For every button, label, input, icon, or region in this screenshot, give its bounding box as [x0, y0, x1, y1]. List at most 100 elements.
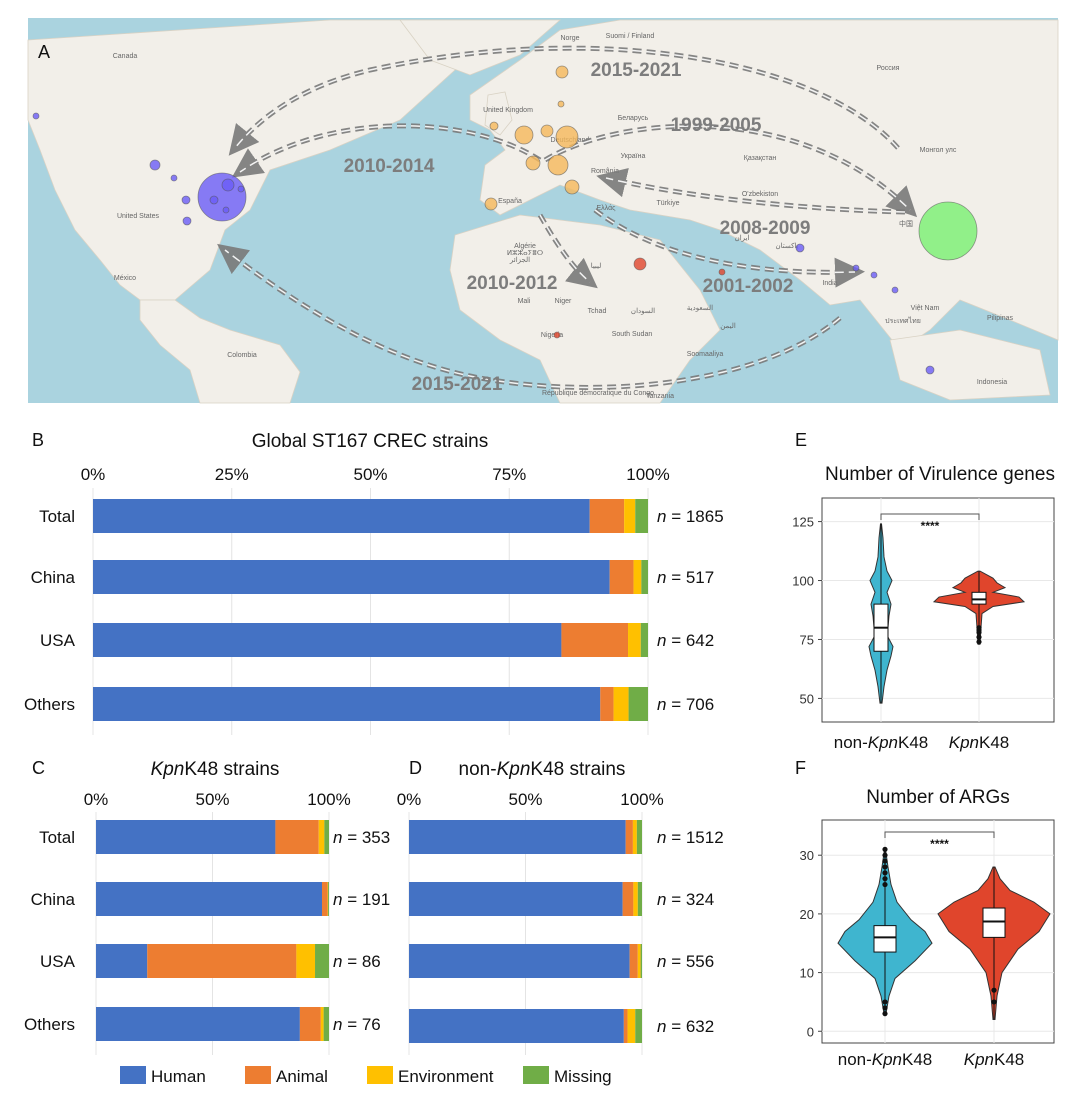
panel-c-bars-category-label: Others	[24, 1015, 75, 1034]
panel-b-bars-tick-label: 0%	[81, 465, 106, 484]
panel-b-bars-bar-total-missing	[635, 499, 648, 533]
panel-b: Global ST167 CREC strains 0% 25% 50% 75% 100…	[24, 431, 724, 735]
south-america-landmass	[139, 299, 301, 404]
panel-c-title-italic: Kpn	[151, 759, 185, 780]
panel-c-bars-n-label: n = 353	[333, 828, 390, 847]
place-label-l1: Canada	[113, 53, 138, 60]
map-panel: Canada United States México Colombia Norge Su…	[27, 18, 1059, 404]
circle-usa-small-8	[237, 185, 245, 193]
panel-d-bars-tick-label: 0%	[397, 790, 422, 809]
panel-f-plot-outlier-point	[882, 876, 888, 882]
panel-d-bars-n-label: n = 324	[657, 890, 714, 909]
panel-c-bars-n-value: = 191	[342, 890, 390, 909]
panel-f-plot-ytick-label: 10	[800, 966, 814, 981]
panel-b-bars-bar-others-environment	[613, 687, 629, 721]
panel-b-bars-n-value: = 1865	[666, 507, 723, 526]
place-label-l2: United States	[117, 213, 160, 220]
panel-b-bars-n-value: = 517	[666, 568, 714, 587]
panel-b-bars-category-label: Others	[24, 695, 75, 714]
legend-label-environment: Environment	[398, 1067, 494, 1086]
panel-f-plot-ytick-label: 30	[800, 848, 814, 863]
circle-germany-2	[555, 125, 579, 149]
panel-f-plot-outlier-point	[882, 852, 888, 858]
panel-b-bars-bar-usa-missing	[640, 623, 648, 657]
panel-c-bars-n-symbol: n	[333, 828, 342, 847]
panel-b-bars-bar-total-human	[93, 499, 590, 533]
panel-d-bars-bar-others-missing	[635, 1009, 642, 1043]
place-label-l40: اليمن	[720, 322, 736, 330]
panel-f-plot-outlier-point	[882, 999, 888, 1005]
panel-c-bars-bar-usa-missing	[315, 944, 329, 978]
panel-letter-b: B	[32, 430, 44, 450]
period-label-p2: 1999-2005	[671, 115, 762, 136]
period-label-p7: 2015-2021	[412, 374, 503, 395]
circle-usa-small-1	[221, 178, 235, 192]
group-label-suffix: K48	[898, 733, 928, 752]
panel-b-bars-n-label: n = 706	[657, 695, 714, 714]
arrow-india-to-usa-2015-2021-inner	[224, 249, 841, 389]
map-period-labels: 2015-2021 1999-2005 2010-2014 2008-2009 2010…	[344, 60, 811, 395]
panel-e-plot-significance-bracket	[880, 513, 980, 520]
panel-b-bars-bar-others-human	[93, 687, 601, 721]
place-label-l6: Suomi / Finland	[606, 33, 655, 40]
circle-usa-small-3	[222, 206, 230, 214]
panel-d-bars-bar-usa-human	[409, 944, 630, 978]
place-label-l38: پاکستان	[775, 242, 798, 250]
circle-uk	[489, 121, 499, 131]
panel-b-bars-bar-china-human	[93, 560, 610, 594]
panel-b-bars-n-value: = 706	[666, 695, 714, 714]
panel-f-plot-group-label-kpnk48: KpnK48	[964, 1050, 1025, 1069]
panel-d-bars-bar-usa-missing	[640, 944, 642, 978]
circle-usa-small-4	[149, 159, 161, 171]
group-label-italic: Kpn	[872, 1050, 902, 1069]
legend-swatch-environment	[367, 1066, 393, 1084]
place-label-l20: 中国	[899, 219, 913, 228]
panel-c-bars-n-symbol: n	[333, 1015, 342, 1034]
circle-france-1	[525, 155, 541, 171]
place-label-l23: Niger	[555, 298, 572, 305]
period-label-p5: 2010-2012	[467, 273, 558, 294]
panel-b-bars-bar-china-environment	[633, 560, 642, 594]
panel-e-title: Number of Virulence genes	[825, 464, 1055, 485]
place-label-l41: السعودية	[687, 304, 713, 312]
panel-f-plot-significance-bracket	[884, 831, 995, 838]
panel-e-plot-outlier-point	[976, 634, 982, 640]
place-label-l29: South Sudan	[612, 331, 653, 338]
panel-e-plot-frame	[821, 497, 1055, 723]
circle-italy	[547, 154, 569, 176]
legend-swatch-human	[120, 1066, 146, 1084]
panel-b-bars-n-label: n = 517	[657, 568, 714, 587]
panel-c-bars-n-value: = 76	[342, 1015, 380, 1034]
panel-c-bars-bar-others-environment	[320, 1007, 324, 1041]
place-label-l32: Tanzania	[646, 393, 674, 400]
panel-b-bars-category-label: USA	[40, 631, 76, 650]
period-label-p4: 2008-2009	[720, 218, 811, 239]
panel-b-bars-bar-others-missing	[628, 687, 648, 721]
place-label-l27: Việt Nam	[911, 305, 940, 312]
arrow-china-to-usa-2015-2021-inner	[234, 47, 899, 149]
panel-e-plot-group-label-kpnk48: KpnK48	[949, 733, 1010, 752]
panel-b-bars-bar-total-animal	[589, 499, 625, 533]
panel-e-plot-group-label-non-kpnk48: non-KpnK48	[834, 733, 929, 752]
panel-b-bars-bar-china-animal	[609, 560, 634, 594]
legend-swatch-missing	[523, 1066, 549, 1084]
panel-b-bars-tick-label: 75%	[492, 465, 526, 484]
panel-b-bars-bar-china-missing	[641, 560, 648, 594]
panel-e-plot-box	[971, 591, 987, 605]
place-label-l25: السودان	[631, 307, 655, 315]
panel-b-bars-n-symbol: n	[657, 507, 666, 526]
africa-landmass	[449, 214, 721, 404]
panel-f-plot-ytick-label: 20	[800, 907, 814, 922]
panel-c-bars-bar-china-missing	[328, 882, 329, 916]
circle-arabia	[718, 268, 726, 276]
place-label-l4: Colombia	[227, 352, 257, 359]
arrow-europe-to-india-2001-2002-inner	[594, 209, 856, 274]
panel-c-bars-bar-total-animal	[275, 820, 319, 854]
map-migration-arrows	[217, 45, 918, 390]
legend-label-human: Human	[151, 1067, 206, 1086]
panel-c-bars-tick-label: 100%	[307, 790, 350, 809]
circle-pacific	[32, 112, 40, 120]
panel-e-plot-ytick-label: 50	[800, 691, 814, 706]
panel-f-plot-outlier-point	[882, 858, 888, 864]
